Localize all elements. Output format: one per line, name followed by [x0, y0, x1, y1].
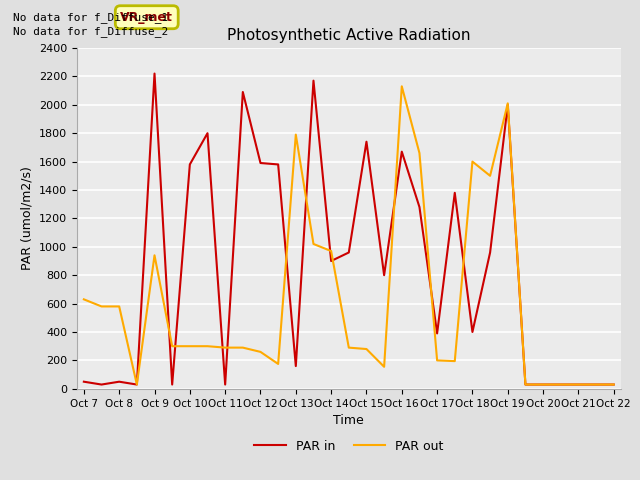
PAR out [380, 364, 388, 370]
PAR in [186, 162, 194, 168]
PAR out [468, 159, 476, 165]
PAR in [115, 379, 123, 384]
PAR out [592, 382, 600, 387]
Line: PAR out: PAR out [84, 86, 614, 384]
PAR out [98, 303, 106, 309]
PAR in [133, 382, 141, 387]
PAR out [150, 252, 158, 258]
PAR out [486, 173, 494, 179]
PAR out [557, 382, 564, 387]
PAR in [540, 382, 547, 387]
PAR in [221, 382, 229, 387]
PAR out [239, 345, 246, 350]
PAR in [557, 382, 564, 387]
PAR in [292, 363, 300, 369]
PAR in [310, 78, 317, 84]
PAR out [221, 345, 229, 350]
Text: No data for f_Diffuse_2: No data for f_Diffuse_2 [13, 26, 168, 37]
Text: No data for f_Diffuse_1: No data for f_Diffuse_1 [13, 12, 168, 23]
PAR out [345, 345, 353, 350]
PAR in [380, 272, 388, 278]
PAR in [504, 102, 511, 108]
PAR in [592, 382, 600, 387]
Text: VR_met: VR_met [120, 11, 173, 24]
PAR out [610, 382, 618, 387]
PAR out [451, 358, 459, 364]
PAR out [504, 100, 511, 106]
PAR out [310, 241, 317, 247]
PAR out [204, 343, 211, 349]
PAR in [345, 250, 353, 255]
PAR in [415, 204, 423, 210]
PAR out [522, 382, 529, 387]
PAR out [257, 349, 264, 355]
PAR in [451, 190, 459, 196]
PAR in [327, 258, 335, 264]
PAR out [575, 382, 582, 387]
PAR out [133, 382, 141, 387]
PAR in [168, 382, 176, 387]
PAR in [204, 130, 211, 136]
PAR out [168, 343, 176, 349]
Title: Photosynthetic Active Radiation: Photosynthetic Active Radiation [227, 28, 470, 43]
PAR in [80, 379, 88, 384]
PAR out [540, 382, 547, 387]
PAR out [292, 132, 300, 137]
PAR in [275, 162, 282, 168]
Y-axis label: PAR (umol/m2/s): PAR (umol/m2/s) [20, 167, 33, 270]
PAR in [363, 139, 371, 144]
PAR out [186, 343, 194, 349]
PAR out [398, 84, 406, 89]
PAR out [275, 361, 282, 367]
PAR in [433, 331, 441, 336]
PAR in [522, 382, 529, 387]
PAR in [468, 329, 476, 335]
PAR in [150, 71, 158, 76]
PAR in [398, 149, 406, 155]
PAR out [80, 297, 88, 302]
PAR in [486, 250, 494, 255]
PAR in [575, 382, 582, 387]
PAR in [257, 160, 264, 166]
X-axis label: Time: Time [333, 414, 364, 427]
Legend: PAR in, PAR out: PAR in, PAR out [250, 434, 448, 457]
PAR in [98, 382, 106, 387]
PAR out [327, 248, 335, 254]
PAR out [115, 303, 123, 309]
PAR in [239, 89, 246, 95]
PAR out [415, 150, 423, 156]
PAR in [610, 382, 618, 387]
Line: PAR in: PAR in [84, 73, 614, 384]
PAR out [363, 346, 371, 352]
PAR out [433, 358, 441, 363]
